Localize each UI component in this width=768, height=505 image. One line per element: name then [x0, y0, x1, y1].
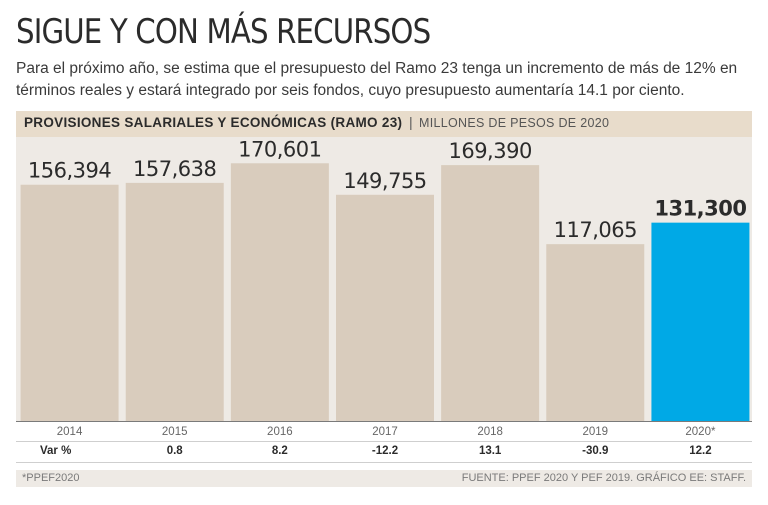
x-tick-label: 2019 [582, 426, 609, 438]
variation-value: 0.8 [166, 445, 183, 457]
x-tick-label: 2017 [372, 426, 398, 438]
x-axis-line [16, 421, 752, 422]
source-credit: FUENTE: PPEF 2020 Y PEF 2019. GRÁFICO EE… [461, 472, 746, 484]
data-label-2015: 157,638 [133, 157, 216, 181]
bar-2019 [546, 244, 645, 421]
chart-title-separator: | [409, 114, 413, 130]
bar-2015 [125, 182, 224, 421]
bar-2018 [441, 165, 540, 421]
chart-units: MILLONES DE PESOS DE 2020 [419, 116, 610, 130]
variation-row: Var % 0.8 8.2 -12.2 13.1 -30.9 12.2 [16, 441, 752, 463]
x-tick-label: 2014 [56, 426, 83, 438]
bar-2016 [230, 163, 329, 421]
bar-2017 [336, 194, 434, 421]
data-label-2019: 117,065 [554, 218, 637, 242]
bar-2020 [651, 222, 750, 421]
bar-chart: 156,394 157,638 170,601 149,755 169,390 117,0… [20, 137, 750, 421]
x-tick-label: 2015 [161, 426, 188, 438]
x-tick-label: 2016 [267, 426, 293, 438]
data-label-2017: 149,755 [343, 169, 426, 193]
x-tick-label: 2018 [477, 426, 503, 438]
data-label-2020: 131,300 [654, 197, 746, 221]
bar-2014 [20, 184, 119, 421]
variation-value: -12.2 [371, 445, 399, 457]
data-label-2014: 156,394 [28, 159, 111, 183]
chart-title-band: PROVISIONES SALARIALES Y ECONÓMICAS (RAM… [16, 111, 752, 137]
variation-value: 8.2 [271, 445, 288, 457]
variation-label: Var % [40, 445, 72, 457]
subtitle: Para el próximo año, se estima que el pr… [16, 60, 738, 99]
plot-area: 156,394 157,638 170,601 149,755 169,390 117,0… [16, 137, 752, 421]
footer-band: *PPEF2020 FUENTE: PPEF 2020 Y PEF 2019. … [16, 470, 752, 487]
footnote: *PPEF2020 [22, 472, 80, 484]
chart-title: PROVISIONES SALARIALES Y ECONÓMICAS (RAM… [24, 115, 403, 130]
data-label-2018: 169,390 [448, 139, 531, 163]
x-axis-labels: 2014 2015 2016 2017 2018 2019 2020* [16, 423, 752, 441]
variation-value: 13.1 [478, 445, 502, 457]
x-tick-label: 2020* [685, 426, 716, 438]
variation-value: 12.2 [689, 445, 712, 457]
data-label-2016: 170,601 [238, 137, 321, 161]
variation-value: -30.9 [582, 445, 609, 457]
page-title: SIGUE Y CON MÁS RECURSOS [16, 12, 431, 52]
